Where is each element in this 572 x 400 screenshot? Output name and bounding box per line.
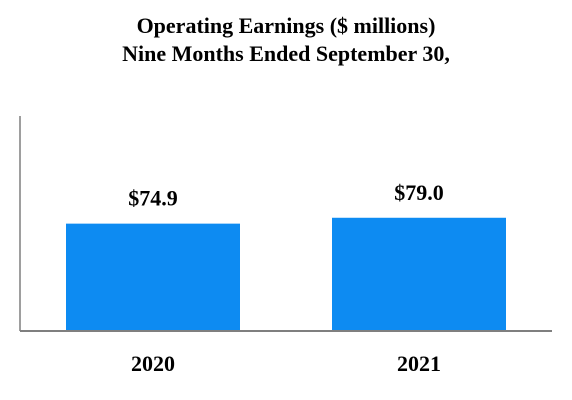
x-tick-label-2021: 2021: [397, 351, 441, 376]
x-tick-label-2020: 2020: [131, 351, 175, 376]
bar-2021: [332, 217, 506, 331]
chart-subtitle: Nine Months Ended September 30,: [122, 41, 450, 66]
data-label-2021: $79.0: [394, 180, 444, 205]
bar-2020: [66, 223, 240, 331]
chart-title: Operating Earnings ($ millions): [136, 13, 436, 38]
data-label-2020: $74.9: [128, 186, 178, 211]
